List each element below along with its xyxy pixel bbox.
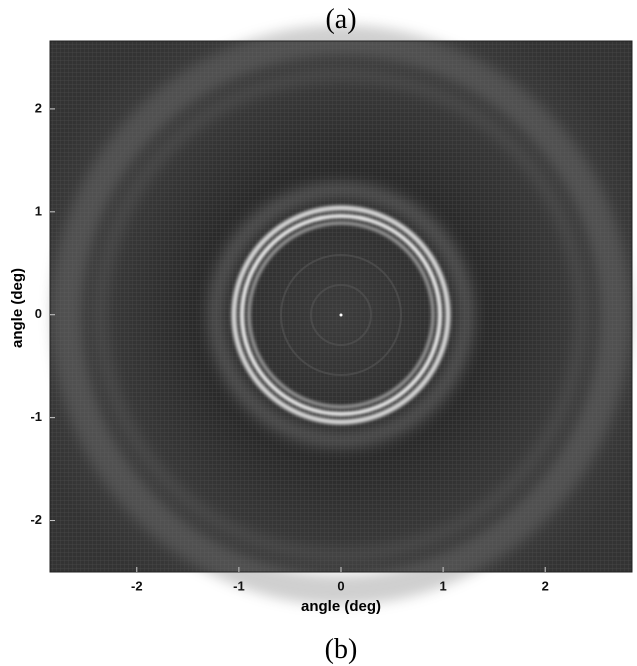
x-tick-label: 2 [542, 578, 549, 593]
x-tick-label: -2 [131, 578, 143, 593]
x-axis-label: angle (deg) [301, 598, 381, 615]
x-tick-label: 0 [337, 578, 344, 593]
y-tick-label: -2 [30, 512, 42, 527]
x-tick-label: 1 [439, 578, 446, 593]
y-axis-label: angle (deg) [9, 268, 26, 348]
y-tick-label: 1 [35, 203, 42, 218]
panel-label: (b) [325, 634, 358, 665]
y-tick-label: -1 [30, 409, 42, 424]
x-tick-label: -1 [233, 578, 245, 593]
y-tick-label: 0 [35, 306, 42, 321]
panel-label: (a) [325, 4, 356, 35]
y-tick-label: 2 [35, 100, 42, 115]
image [49, 25, 633, 605]
